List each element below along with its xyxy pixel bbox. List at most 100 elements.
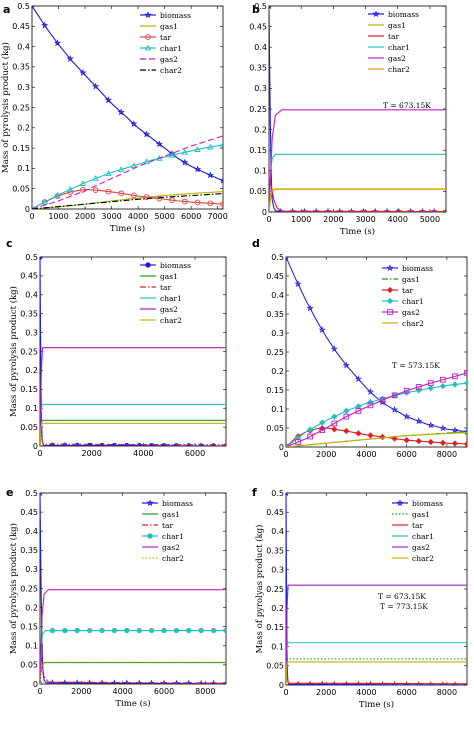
data-point-biomass [336, 207, 344, 212]
x-axis-label: Time (s) [359, 699, 394, 710]
data-point-gas2 [464, 370, 467, 376]
legend-marker-biomass [396, 499, 404, 507]
panel-label: f [252, 486, 257, 499]
chart-panel-b: 0 0.05 0.1 0.15 0.2 0.25 0.3 0.35 0.4 0.45 0.5 0 100… [249, 2, 447, 237]
y-axis-label: Mass of pyrolysis product (kg) [0, 42, 11, 173]
data-point-biomass [451, 426, 459, 434]
data-point-biomass [142, 130, 151, 138]
chart-panel-d: 0 0.05 0.1 0.15 0.2 0.25 0.3 0.35 0.4 0.45 0.5 0 200… [252, 237, 468, 459]
y-tick-label: 0.15 [249, 146, 267, 155]
data-point-char1 [367, 399, 374, 406]
data-point-char1 [427, 385, 434, 392]
legend-label: tar [160, 283, 171, 292]
data-point-char1 [181, 148, 188, 155]
y-tick-label: 0.5 [271, 253, 284, 262]
data-point-biomass [415, 417, 423, 425]
legend-label: char2 [160, 66, 182, 75]
x-tick-label: 0 [37, 687, 42, 696]
series-line-char1 [286, 382, 467, 447]
temperature-annotation: T = 573.15K [392, 361, 440, 370]
legend-label: char2 [160, 316, 182, 325]
y-tick-label: 0.35 [12, 63, 30, 72]
data-point-tar [439, 439, 446, 447]
data-point-biomass [347, 207, 356, 212]
data-point-char1 [207, 143, 214, 150]
y-tick-label: 0 [33, 442, 38, 451]
legend-label: tar [160, 33, 171, 42]
data-point-biomass [395, 207, 403, 212]
x-tick-label: 2000 [81, 449, 101, 458]
y-tick-label: 0 [279, 681, 284, 690]
legend-label: biomass [162, 499, 193, 508]
legend-label: biomass [388, 10, 419, 19]
legend-label: char1 [160, 294, 182, 303]
series-line-gas2 [269, 109, 446, 212]
data-point-gas2 [355, 408, 362, 414]
y-tick-label: 0.05 [12, 185, 30, 194]
data-point-char1 [143, 158, 150, 165]
data-point-biomass [306, 304, 314, 312]
data-point-biomass [193, 165, 202, 173]
y-tick-label: 0.25 [266, 348, 284, 357]
y-tick-label: 0.5 [25, 253, 38, 262]
x-axis-label: Time (s) [115, 698, 150, 709]
legend-label: gas2 [412, 543, 430, 552]
y-tick-label: 0.05 [266, 662, 284, 671]
legend-label: char1 [160, 44, 182, 53]
panel-label: c [6, 237, 13, 250]
x-tick-label: 0 [283, 688, 288, 697]
legend-label: char1 [412, 532, 434, 541]
chart-panel-f: 0 0.05 0.1 0.15 0.2 0.25 0.3 0.35 0.4 0.45 0.5 0 200… [252, 486, 468, 710]
x-tick-label: 6000 [396, 688, 416, 697]
temperature-annotation: T = 773.15K [380, 602, 428, 611]
data-point-biomass [92, 82, 100, 90]
legend-label: biomass [160, 11, 191, 20]
chart-panel-c: 0 0.05 0.1 0.15 0.2 0.25 0.3 0.35 0.4 0.45 0.5 0 200… [6, 237, 227, 458]
legend-label: char2 [162, 554, 184, 563]
data-point-gas2 [379, 397, 386, 403]
data-point-tar [415, 437, 422, 445]
series-line-char2 [32, 193, 223, 209]
data-point-biomass [219, 176, 223, 184]
data-point-tar [207, 200, 214, 207]
data-point-gas2 [440, 376, 446, 383]
y-tick-label: 0.4 [271, 527, 284, 536]
data-point-char1 [99, 627, 105, 634]
legend-label: char2 [402, 319, 424, 328]
y-tick-label: 0.25 [266, 585, 284, 594]
y-axis-label: Mass of pyrolyas product (kg) [254, 525, 265, 654]
legend-label: biomass [160, 261, 191, 270]
x-tick-label: 2000 [316, 688, 336, 697]
data-point-char1 [62, 627, 68, 634]
data-point-char1 [439, 383, 446, 390]
x-tick-label: 1000 [291, 215, 311, 224]
data-point-gas2 [286, 444, 289, 447]
data-point-gas2 [319, 427, 326, 433]
data-point-tar [427, 438, 434, 446]
x-axis-label: Time (s) [340, 226, 375, 237]
legend-marker-tar [386, 286, 394, 294]
y-tick-label: 0.35 [20, 310, 38, 319]
data-point-tar [156, 195, 163, 202]
data-point-biomass [430, 207, 438, 212]
x-tick-label: 0 [283, 450, 288, 459]
y-tick-label: 0 [33, 680, 38, 689]
y-tick-label: 0.2 [271, 367, 284, 376]
legend-label: tar [402, 286, 413, 295]
legend-label: char2 [412, 554, 434, 563]
y-tick-label: 0.45 [12, 22, 30, 31]
x-tick-label: 8000 [437, 450, 457, 459]
data-point-biomass [342, 361, 350, 369]
y-tick-label: 0.15 [266, 623, 284, 632]
y-tick-label: 0.25 [20, 584, 38, 593]
data-point-char1 [111, 627, 118, 634]
y-tick-label: 0.4 [25, 291, 38, 300]
y-tick-label: 0.35 [266, 310, 284, 319]
legend-marker-char1 [147, 533, 153, 539]
data-point-char1 [67, 186, 74, 192]
data-point-tar [343, 427, 350, 435]
series-line-tar [269, 178, 446, 212]
x-tick-label: 2000 [316, 450, 336, 459]
data-point-biomass [73, 679, 81, 684]
legend-label: char1 [388, 43, 410, 52]
